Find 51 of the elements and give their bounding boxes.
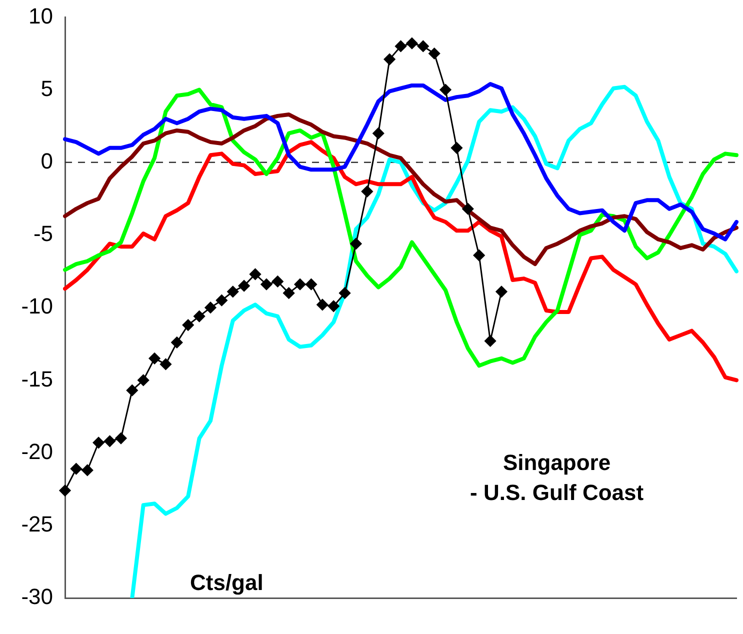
point (305, 278, 317, 290)
y-tick-label: -5 (33, 221, 53, 246)
point (160, 358, 172, 370)
point (138, 374, 150, 386)
point (294, 278, 306, 290)
y-tick-label: 5 (40, 76, 53, 101)
y-tick-label: -10 (21, 294, 53, 319)
point (496, 286, 508, 298)
point (361, 186, 373, 198)
point (417, 40, 429, 52)
point (473, 250, 485, 262)
y-tick-label: -20 (21, 438, 53, 464)
point (260, 278, 272, 290)
point (216, 294, 228, 306)
point (204, 302, 216, 314)
point (428, 48, 440, 60)
y-tick-label: 0 (40, 148, 53, 174)
point (148, 352, 160, 364)
point (82, 464, 94, 476)
point (395, 40, 406, 52)
y-tick-label: 10 (28, 3, 53, 28)
point (440, 84, 452, 96)
point (328, 300, 340, 312)
point (372, 128, 384, 140)
point (126, 384, 138, 396)
point (59, 484, 71, 496)
point (182, 319, 194, 331)
point (250, 268, 262, 280)
point (384, 54, 396, 66)
annotation: Singapore - U.S. Gulf Coast (470, 449, 644, 507)
point (238, 280, 250, 292)
y-tick-label: -15 (21, 366, 53, 392)
point (115, 432, 127, 444)
point (171, 336, 183, 348)
annotation: Cts/gal (190, 569, 264, 597)
point (450, 142, 462, 154)
point (283, 287, 295, 299)
point (92, 436, 104, 448)
point (227, 286, 239, 298)
y-tick-label: -25 (21, 511, 53, 536)
point (484, 335, 496, 347)
y-tick-label: -30 (21, 584, 53, 610)
point (272, 276, 284, 288)
point (104, 435, 116, 447)
point (70, 463, 82, 475)
point (194, 310, 206, 322)
point (350, 238, 362, 250)
point (316, 298, 328, 310)
point (406, 38, 418, 50)
point (462, 203, 474, 215)
point (339, 287, 351, 299)
